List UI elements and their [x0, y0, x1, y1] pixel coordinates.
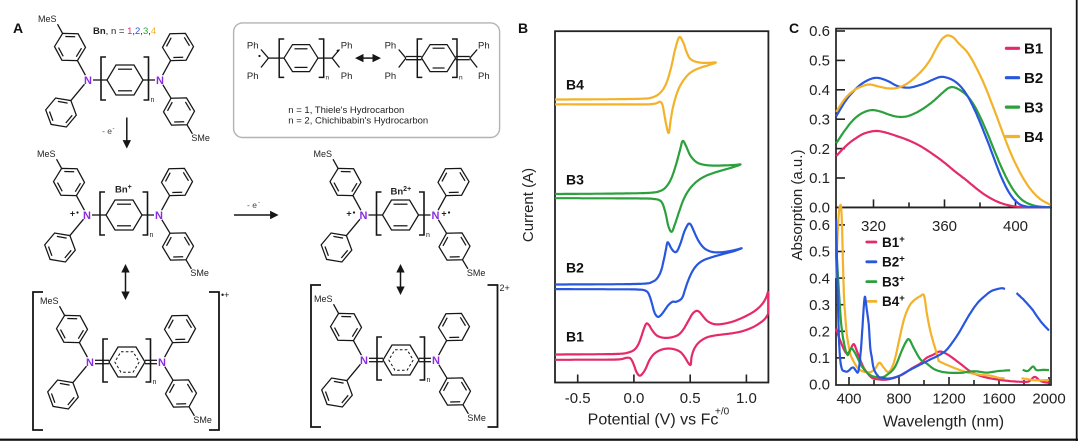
svg-text:n = 1, Thiele's Hydrocarbon: n = 1, Thiele's Hydrocarbon	[288, 105, 404, 116]
svg-text:0.0: 0.0	[809, 200, 830, 217]
svg-text:0.3: 0.3	[809, 111, 830, 128]
svg-text:n: n	[459, 75, 463, 82]
svg-text:0.4: 0.4	[809, 270, 830, 287]
svg-text:0.6: 0.6	[809, 23, 830, 40]
svg-text:320: 320	[861, 218, 886, 235]
svg-text:B2: B2	[566, 260, 584, 276]
svg-text:A: A	[13, 20, 23, 36]
svg-text:B1: B1	[1024, 41, 1043, 58]
svg-text:n: n	[153, 379, 157, 386]
svg-text:n: n	[326, 75, 330, 82]
svg-text:B3: B3	[566, 172, 584, 188]
svg-text:-: -	[113, 126, 115, 132]
svg-text:B2: B2	[1024, 70, 1043, 87]
svg-text:MeS: MeS	[38, 14, 57, 24]
svg-text:MeS: MeS	[313, 149, 332, 159]
svg-text:0.5: 0.5	[680, 390, 701, 407]
svg-text:-0.5: -0.5	[565, 390, 591, 407]
svg-text:MeS: MeS	[37, 149, 56, 159]
svg-text:0.6: 0.6	[809, 217, 830, 234]
svg-text:B4: B4	[566, 77, 584, 93]
svg-text:MeS: MeS	[314, 294, 333, 304]
svg-text:Absorption (a.u.): Absorption (a.u.)	[789, 150, 806, 261]
svg-text:SMe: SMe	[467, 413, 486, 423]
svg-text:Ph: Ph	[478, 71, 490, 82]
svg-text:+: +	[70, 209, 75, 219]
svg-text:B1: B1	[566, 329, 584, 345]
svg-text:Ph: Ph	[247, 71, 259, 82]
svg-text:B: B	[518, 20, 528, 36]
svg-text:0.3: 0.3	[809, 297, 830, 314]
svg-text:Ph: Ph	[385, 71, 397, 82]
svg-text:Ph: Ph	[478, 41, 490, 52]
svg-text:MeS: MeS	[40, 296, 59, 306]
svg-text:Ph: Ph	[385, 41, 397, 52]
svg-text:0.5: 0.5	[809, 244, 830, 261]
svg-text:N: N	[360, 355, 368, 367]
svg-text:C: C	[789, 20, 799, 36]
svg-text:+: +	[346, 209, 351, 219]
svg-text:n: n	[427, 377, 431, 384]
svg-text:0.0: 0.0	[809, 377, 830, 394]
svg-text:0.2: 0.2	[809, 324, 830, 341]
svg-text:N: N	[86, 357, 94, 369]
svg-text:0.0: 0.0	[623, 390, 644, 407]
svg-text:n: n	[426, 232, 430, 239]
svg-text:1.0: 1.0	[736, 390, 757, 407]
svg-text:- e: - e	[102, 126, 112, 136]
svg-text:0.2: 0.2	[809, 141, 830, 158]
svg-text:SMe: SMe	[467, 268, 486, 278]
svg-text:•+: •+	[221, 290, 229, 300]
svg-text:1600: 1600	[982, 391, 1015, 408]
svg-text:0.1: 0.1	[809, 170, 830, 187]
svg-text:B3: B3	[1024, 99, 1043, 116]
svg-text:2+: 2+	[500, 283, 510, 293]
svg-text:Ph: Ph	[341, 71, 353, 82]
svg-text:SMe: SMe	[190, 268, 209, 278]
svg-text:+: +	[441, 209, 446, 219]
svg-text:+/0: +/0	[715, 407, 730, 418]
svg-text:Current (A): Current (A)	[520, 168, 537, 242]
svg-text:n: n	[151, 97, 155, 104]
svg-text:n = 2, Chichibabin's Hydrocarb: n = 2, Chichibabin's Hydrocarbon	[288, 116, 428, 127]
svg-text:360: 360	[932, 218, 957, 235]
svg-text:0.4: 0.4	[809, 82, 830, 99]
svg-text:2000: 2000	[1032, 391, 1065, 408]
svg-text:N: N	[84, 75, 92, 87]
svg-text:1200: 1200	[932, 391, 965, 408]
svg-text:400: 400	[1003, 218, 1028, 235]
svg-text:B4: B4	[1024, 129, 1044, 146]
svg-text:Ph: Ph	[341, 41, 353, 52]
svg-text:Wavelength (nm): Wavelength (nm)	[883, 414, 1004, 431]
svg-text:Ph: Ph	[247, 41, 259, 52]
svg-text:800: 800	[886, 391, 911, 408]
svg-text:0.5: 0.5	[809, 53, 830, 70]
svg-text:n: n	[150, 232, 154, 239]
svg-text:SMe: SMe	[193, 415, 212, 425]
svg-text:400: 400	[836, 391, 861, 408]
svg-text:N: N	[83, 210, 91, 222]
svg-text:SMe: SMe	[191, 133, 210, 143]
svg-text:Potential (V) vs Fc: Potential (V) vs Fc	[588, 412, 719, 429]
svg-text:- e: - e	[247, 200, 257, 210]
svg-text:Bn, n = 1,2,3,4: Bn, n = 1,2,3,4	[93, 26, 156, 37]
svg-text:-: -	[258, 200, 260, 206]
svg-text:N: N	[360, 210, 368, 222]
svg-text:0.1: 0.1	[809, 350, 830, 367]
